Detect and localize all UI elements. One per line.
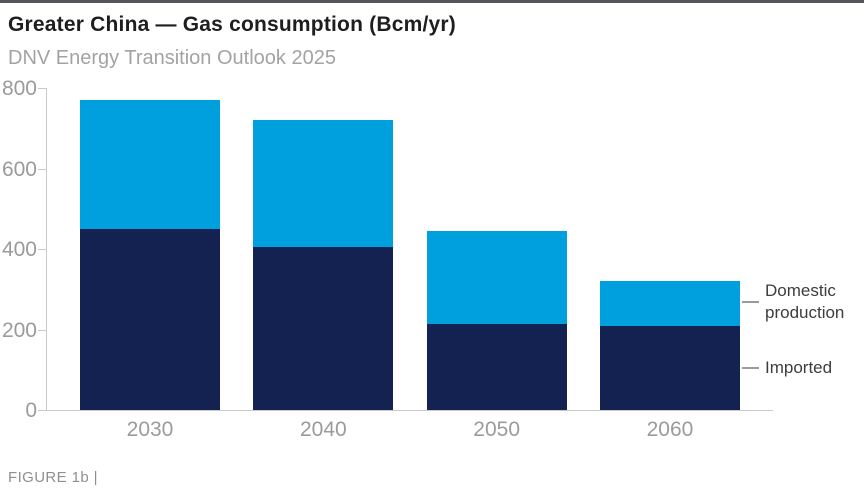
y-axis-tick <box>38 168 47 170</box>
bar-2040 <box>253 120 394 410</box>
bar-segment-domestic-2060 <box>599 281 740 326</box>
chart-title: Greater China — Gas consumption (Bcm/yr) <box>8 13 456 36</box>
bar-2060 <box>599 281 740 410</box>
legend-leader-imported <box>742 367 759 369</box>
x-axis-tick-label-2050: 2050 <box>473 418 521 441</box>
bar-segment-imported-2030 <box>80 228 220 410</box>
bar-segment-imported-2060 <box>599 325 740 410</box>
figure-caption: FIGURE 1b | <box>8 469 98 486</box>
y-axis-tick-label: 400 <box>1 238 37 261</box>
legend-label-imported: Imported <box>765 358 833 377</box>
chart-subtitle: DNV Energy Transition Outlook 2025 <box>8 47 336 69</box>
x-axis-tick-label-2060: 2060 <box>646 418 694 441</box>
y-axis-tick-label: 800 <box>1 77 37 100</box>
y-axis-tick <box>38 329 47 331</box>
y-axis-tick-label: 0 <box>25 399 37 422</box>
bar-2050 <box>426 230 567 410</box>
y-axis-tick <box>38 88 47 89</box>
y-axis-tick <box>38 410 47 411</box>
x-axis-line <box>46 410 773 411</box>
bar-2030 <box>80 100 220 410</box>
top-border-rule <box>0 0 864 3</box>
bar-segment-domestic-2050 <box>426 230 567 324</box>
bar-segment-domestic-2040 <box>253 120 394 247</box>
bar-segment-imported-2050 <box>426 323 567 410</box>
x-axis-tick-label-2030: 2030 <box>126 418 174 441</box>
legend-leader-domestic <box>742 301 759 303</box>
y-axis-tick-label: 200 <box>1 318 37 342</box>
x-axis-tick-label-2040: 2040 <box>299 418 347 441</box>
y-axis-tick <box>38 249 47 250</box>
y-axis-tick-label: 600 <box>1 157 37 181</box>
bar-segment-imported-2040 <box>253 247 394 410</box>
bar-segment-domestic-2030 <box>80 100 220 229</box>
legend-label-domestic-production: Domestic production <box>765 281 845 322</box>
